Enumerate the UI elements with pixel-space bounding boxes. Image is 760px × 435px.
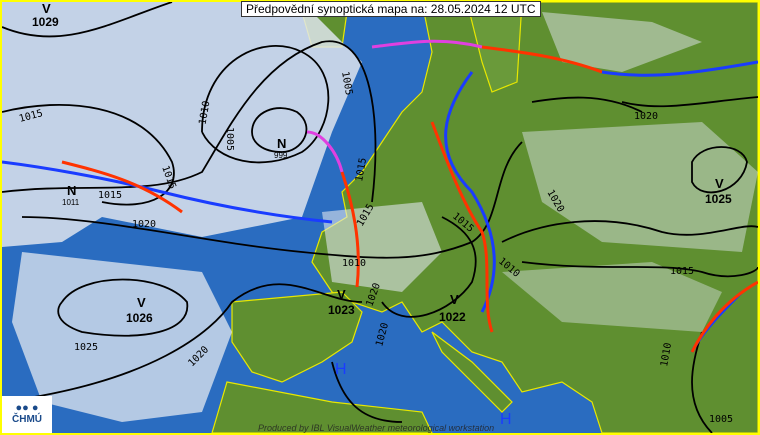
map-shape: [211, 381, 433, 433]
map-label: 1025: [74, 342, 98, 353]
map-shape: [21, 141, 523, 259]
map-shape: [322, 202, 442, 292]
map-label: 1023: [328, 303, 355, 317]
high-marker-h: H: [335, 361, 347, 378]
map-label: 999: [274, 151, 288, 160]
map-shape: [251, 107, 308, 153]
credit-text: Produced by IBL VisualWeather meteorolog…: [258, 423, 495, 433]
warm-front-5: [690, 280, 758, 353]
map-label: 1005: [224, 127, 235, 151]
warm-front-2: [340, 171, 360, 288]
pressure-centers: V 1029 N 1011 N 999 V 1026 V 1023 V 1022…: [32, 2, 732, 428]
map-label: 1005: [339, 71, 354, 97]
warm-front: [61, 160, 183, 214]
map-shape: [57, 278, 189, 337]
map-label: V: [715, 176, 724, 191]
map-shape: [502, 262, 722, 332]
cold-front-2: [601, 60, 758, 77]
map-shape: [311, 2, 758, 433]
map-label: 1005: [709, 414, 733, 425]
map-label: 1020: [634, 111, 658, 122]
map-shape: [231, 291, 363, 383]
map-shape: [12, 252, 232, 422]
logo-text: ČHMÚ: [12, 414, 42, 425]
map-shape: [542, 12, 702, 72]
map-label: N: [67, 183, 76, 198]
high-center-letter: V: [42, 2, 51, 16]
map-label: V: [337, 287, 346, 302]
map-shape: [2, 2, 173, 38]
map-shape: [331, 361, 403, 423]
map-label: 1010: [342, 258, 366, 269]
map-label: 1010: [198, 100, 213, 126]
map-shape: [381, 216, 477, 318]
map-shape: [691, 146, 748, 194]
map-shape: [2, 283, 363, 403]
cold-front-3: [444, 71, 496, 313]
map-shape: [201, 45, 330, 164]
map-title: Předpovědní synoptická mapa na: 28.05.20…: [241, 1, 541, 17]
map-label: 1025: [705, 192, 732, 206]
map-label: V: [137, 295, 146, 310]
high-center-value: 1029: [32, 15, 59, 29]
weather-fronts: [2, 39, 758, 353]
map-shape: [466, 2, 523, 93]
map-label: 1015: [670, 266, 694, 277]
occluded-front-2: [306, 130, 344, 173]
map-label: V: [450, 292, 459, 307]
map-shape: [521, 261, 758, 278]
chmu-logo: ●● ● ČHMÚ: [2, 396, 52, 433]
map-shape: [2, 104, 175, 206]
map-label: 1010: [659, 342, 674, 368]
map-label: 1011: [62, 198, 80, 207]
warm-front-4: [430, 121, 494, 333]
map-shape: [501, 220, 758, 243]
cold-front: [2, 160, 333, 224]
map-shape: [621, 96, 758, 108]
logo-icon: ●● ●: [15, 402, 39, 414]
map-label: N: [277, 136, 286, 151]
map-shape: [531, 96, 643, 113]
map-label: 1015: [354, 157, 369, 183]
map-shape: [2, 2, 362, 247]
map-label: 1020: [132, 219, 156, 230]
high-marker-h: H: [500, 411, 512, 428]
map-shape: [431, 331, 513, 413]
map-label: 1015: [98, 190, 122, 201]
map-shape: [2, 40, 377, 203]
warm-front-3: [481, 45, 603, 74]
map-label: 1022: [439, 310, 466, 324]
occluded-front: [371, 39, 483, 49]
map-label: 1026: [126, 311, 153, 325]
